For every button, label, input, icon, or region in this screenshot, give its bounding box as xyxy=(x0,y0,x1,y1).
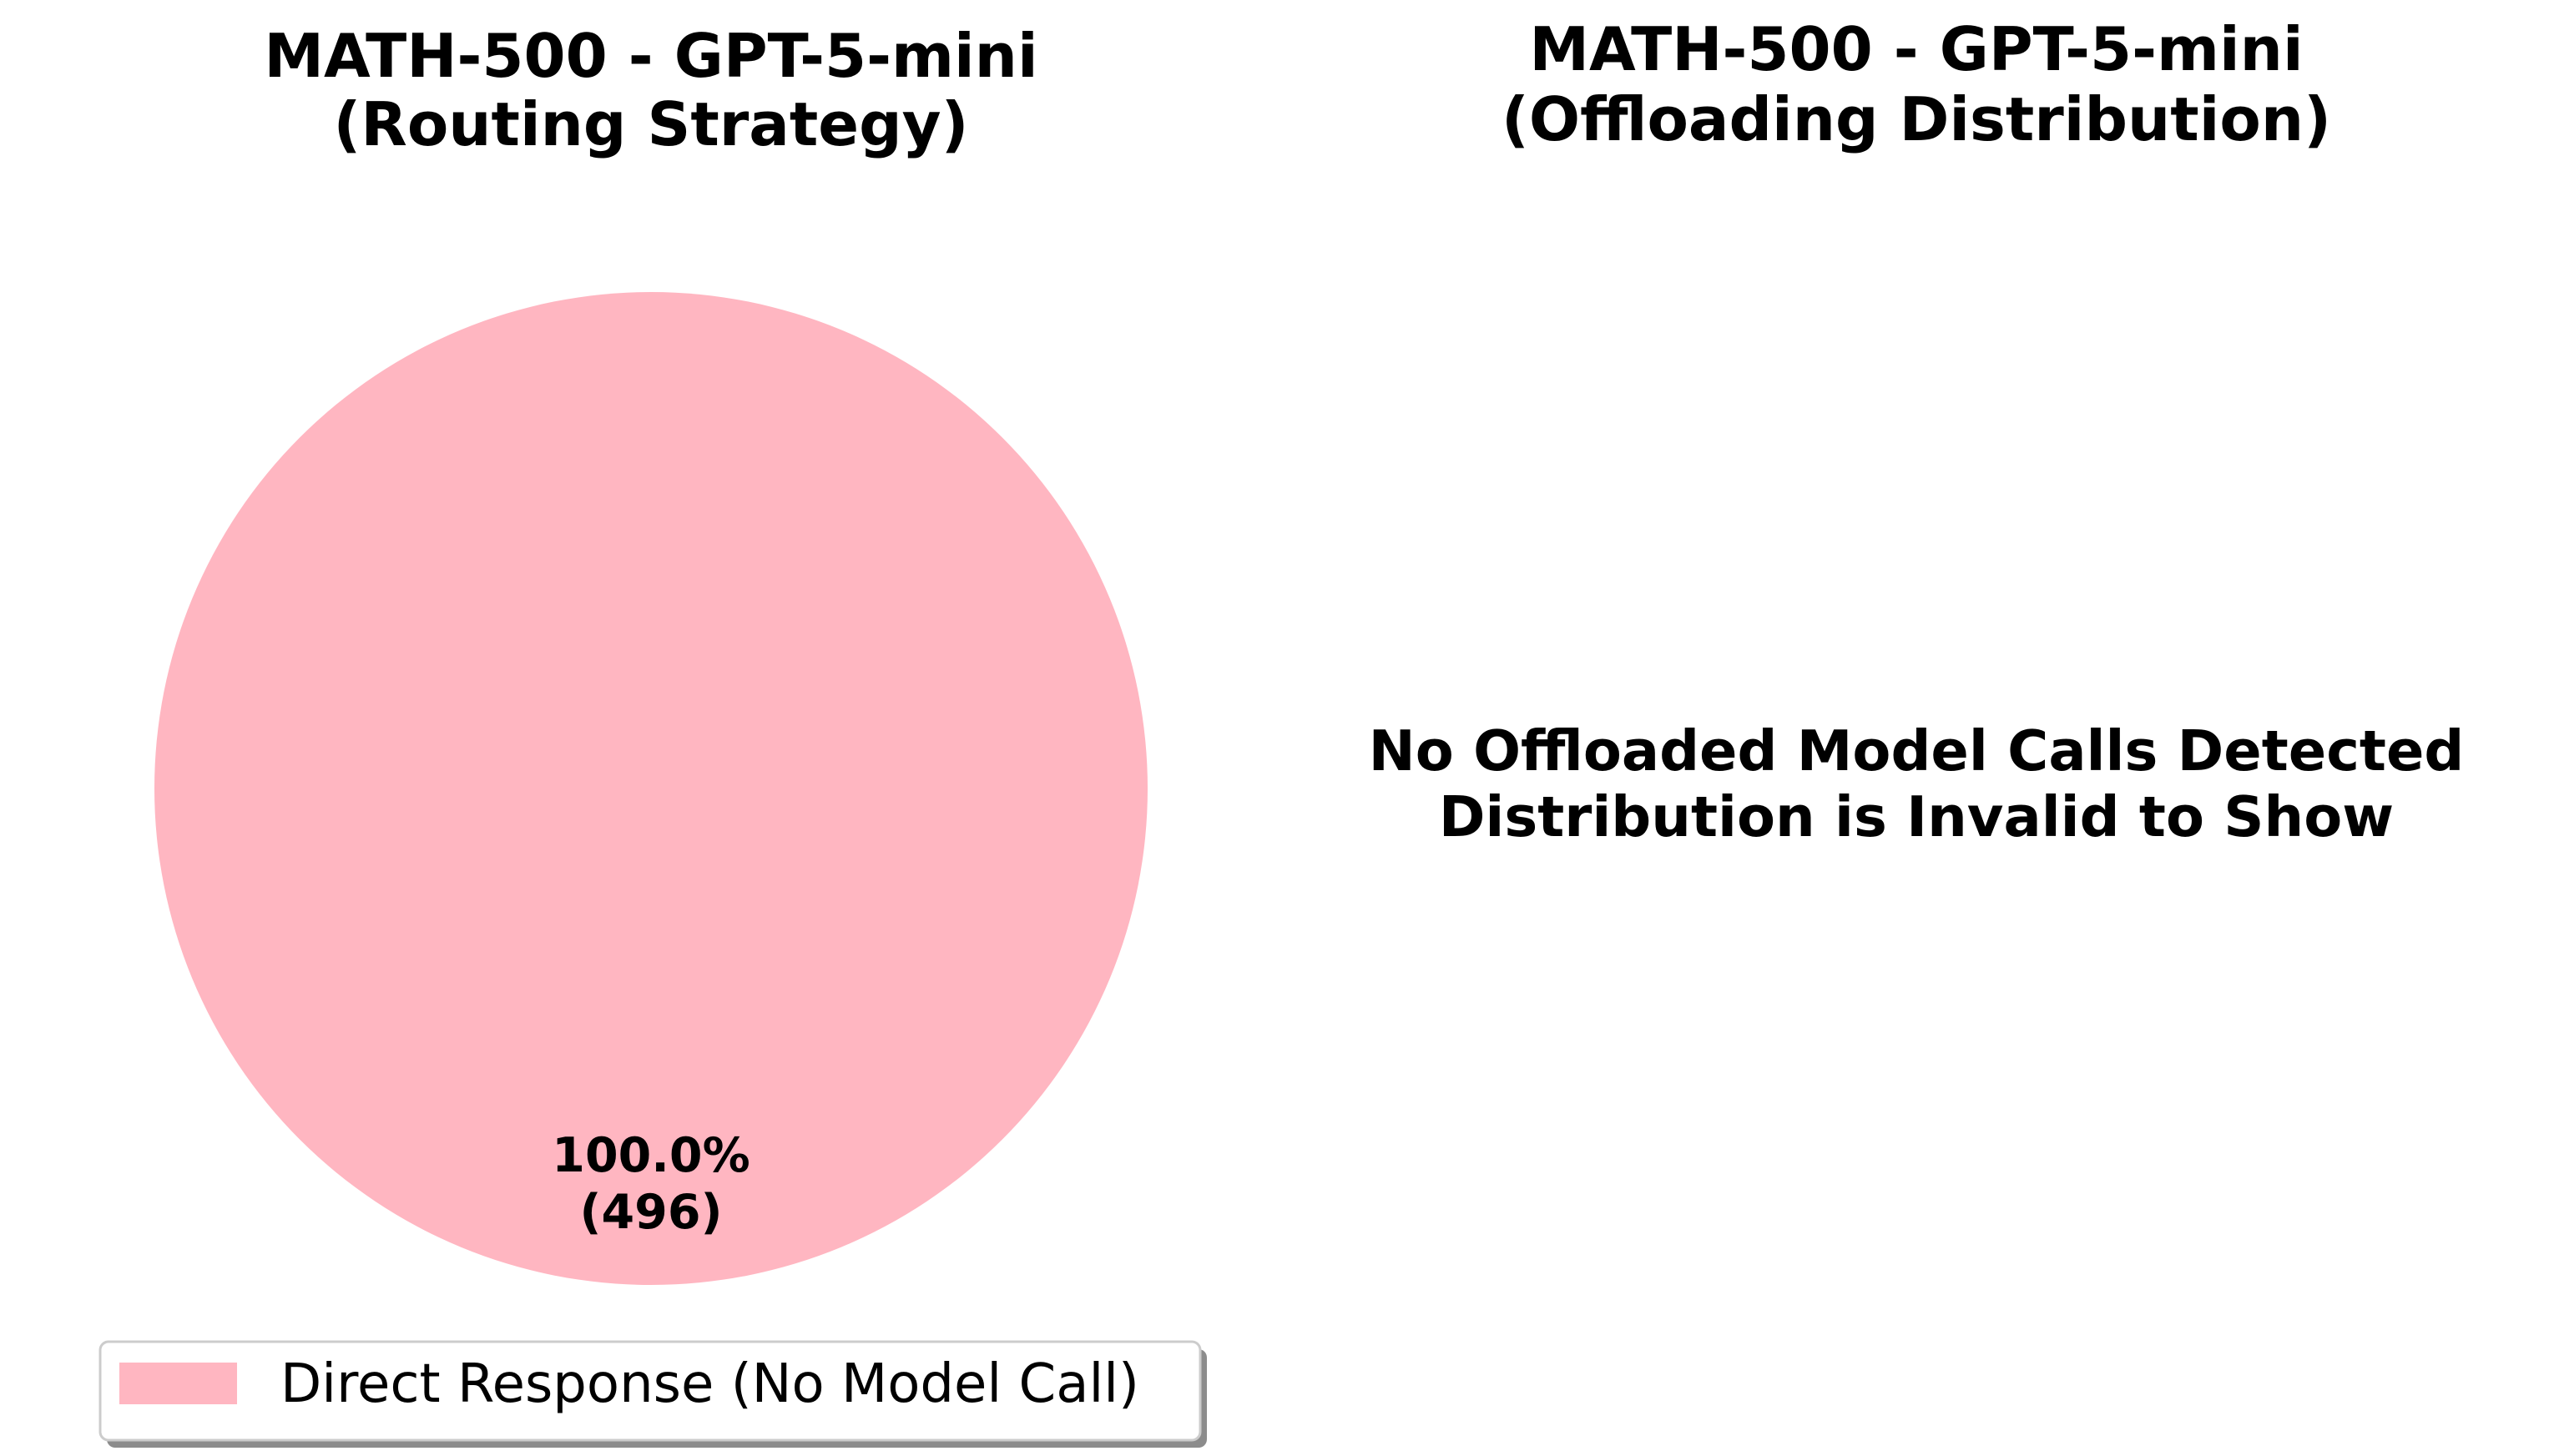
legend-entry-direct-response: Direct Response (No Model Call) xyxy=(280,1353,1139,1415)
left-chart-title: MATH-500 - GPT-5-mini xyxy=(264,21,1037,91)
no-data-message-line1: No Offloaded Model Calls Detected xyxy=(1369,718,2465,783)
legend-swatch xyxy=(119,1363,237,1404)
left-chart-subtitle: (Routing Strategy) xyxy=(333,89,968,159)
right-chart-subtitle: (Offloading Distribution) xyxy=(1502,84,2331,154)
right-chart-title: MATH-500 - GPT-5-mini xyxy=(1529,14,2303,84)
pie-slice-0 xyxy=(154,292,1148,1285)
legend-frame xyxy=(98,1340,1202,1442)
legend: Direct Response (No Model Call) xyxy=(98,1340,1207,1448)
no-data-message-line2: Distribution is Invalid to Show xyxy=(1439,784,2394,849)
left-chart: MATH-500 - GPT-5-mini (Routing Strategy)… xyxy=(98,21,1207,1448)
right-chart: MATH-500 - GPT-5-mini (Offloading Distri… xyxy=(1369,14,2465,849)
pie-slice-count-label: (496) xyxy=(579,1185,722,1240)
pie-slice-percent-label: 100.0% xyxy=(552,1128,750,1183)
pie-slices xyxy=(154,292,1148,1285)
